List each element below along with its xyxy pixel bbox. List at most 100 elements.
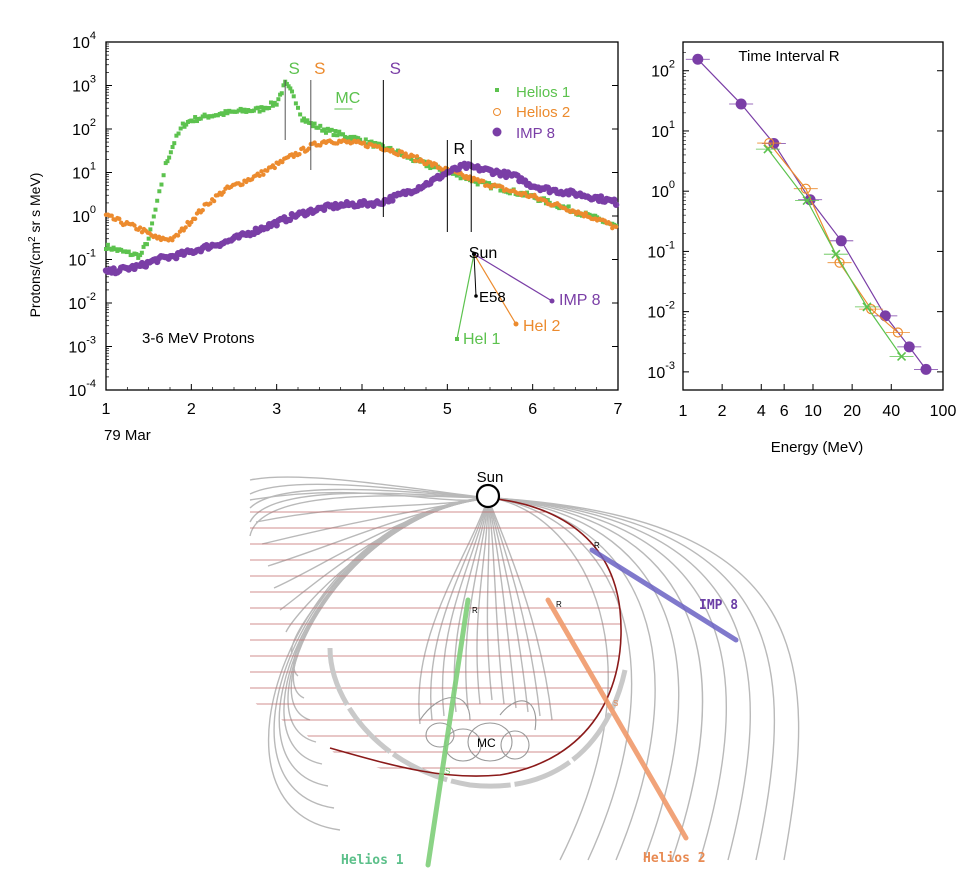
data-point — [270, 103, 275, 108]
data-point — [238, 106, 243, 111]
time-profile-y-axis: 104 103 102 101 100 10-1 10-2 10-3 10-4 — [68, 30, 618, 400]
field-line — [441, 497, 489, 717]
data-point — [800, 183, 811, 194]
data-point — [337, 129, 342, 134]
data-point — [920, 363, 932, 375]
data-point — [298, 112, 303, 117]
helios2-track-label: Helios 2 — [643, 851, 706, 866]
data-point — [365, 144, 370, 150]
field-line — [268, 497, 489, 831]
field-line — [249, 492, 489, 523]
data-point — [240, 182, 245, 187]
field-line — [492, 497, 633, 861]
data-point — [597, 193, 605, 200]
data-point — [195, 119, 200, 124]
series-helios-2 — [103, 138, 619, 243]
data-point — [395, 152, 401, 158]
data-point — [312, 121, 317, 126]
field-line — [492, 497, 728, 861]
field-line — [487, 497, 553, 721]
data-point — [288, 86, 293, 91]
data-point — [318, 123, 323, 128]
time-profile-series — [102, 79, 620, 277]
field-line — [249, 488, 489, 509]
marker-s-label: S — [289, 59, 300, 78]
helios1-track — [425, 597, 471, 868]
data-point — [281, 83, 286, 88]
field-line — [476, 497, 489, 705]
data-point — [500, 184, 505, 190]
y-tick-label: 10-1 — [647, 239, 675, 261]
data-point — [329, 127, 334, 132]
imp8-track-label: IMP 8 — [699, 598, 738, 613]
field-line — [486, 497, 493, 701]
shock-front — [327, 647, 628, 789]
x-tick-label: 7 — [614, 401, 623, 418]
data-point — [221, 112, 226, 117]
energy-spectrum-chart: Time Interval R Energy (MeV) 10210110010… — [647, 41, 956, 456]
data-point — [412, 158, 418, 164]
data-point — [139, 230, 145, 235]
y-tick-label: 101 — [72, 161, 96, 183]
marker-r-label: R — [453, 141, 465, 158]
data-point — [896, 351, 907, 362]
data-point — [301, 116, 306, 121]
marker-s-label: S — [314, 59, 325, 78]
data-point — [104, 247, 108, 252]
data-point — [409, 156, 414, 161]
data-point — [184, 122, 189, 127]
time-profile-x-sublabel: 79 Mar — [104, 427, 151, 444]
helios2-track — [545, 597, 689, 841]
data-point — [369, 139, 374, 144]
data-point — [274, 102, 279, 107]
field-line — [278, 497, 489, 787]
data-point — [168, 150, 173, 155]
x-tick-label: 4 — [358, 401, 367, 418]
legend-label-imp8: IMP 8 — [516, 125, 555, 142]
data-point — [276, 97, 281, 102]
inset-e58-label: E58 — [479, 289, 506, 306]
data-point — [170, 237, 175, 243]
data-point — [297, 151, 302, 157]
y-tick-label: 104 — [72, 30, 96, 52]
inset-e58-dot — [474, 294, 478, 298]
data-point — [225, 111, 230, 116]
inset-hel2-label: Hel 2 — [523, 318, 560, 335]
field-line — [492, 497, 609, 861]
data-point — [259, 105, 264, 110]
time-profile-legend: Helios 1 Helios 2 IMP 8 — [492, 84, 570, 142]
data-point — [331, 133, 336, 138]
data-point — [189, 219, 194, 225]
data-point — [612, 201, 620, 208]
data-point — [146, 236, 151, 241]
data-point — [481, 178, 486, 184]
data-point — [892, 327, 904, 338]
data-point — [361, 140, 367, 145]
x-tick-label: 5 — [443, 401, 452, 418]
inset-imp8-label: IMP 8 — [559, 292, 601, 309]
data-point — [475, 182, 480, 187]
data-point — [414, 154, 420, 159]
data-point — [802, 195, 812, 206]
diagram-sun-label: Sun — [477, 469, 504, 486]
marker-mc-label: MC — [335, 90, 360, 107]
inset-line-hel2 — [473, 253, 517, 325]
data-point — [306, 146, 312, 151]
data-point — [191, 119, 196, 124]
data-point — [176, 131, 181, 136]
data-point — [138, 253, 143, 258]
data-point — [268, 100, 273, 105]
data-point — [273, 222, 280, 229]
data-point — [259, 169, 264, 174]
data-point — [862, 302, 872, 312]
data-point — [267, 106, 272, 111]
data-point — [148, 227, 153, 232]
inset-sun-label: Sun — [469, 245, 497, 262]
data-point — [193, 115, 198, 120]
field-lines — [249, 476, 800, 861]
x-tick-label: 2 — [718, 403, 727, 420]
data-point — [182, 124, 187, 129]
